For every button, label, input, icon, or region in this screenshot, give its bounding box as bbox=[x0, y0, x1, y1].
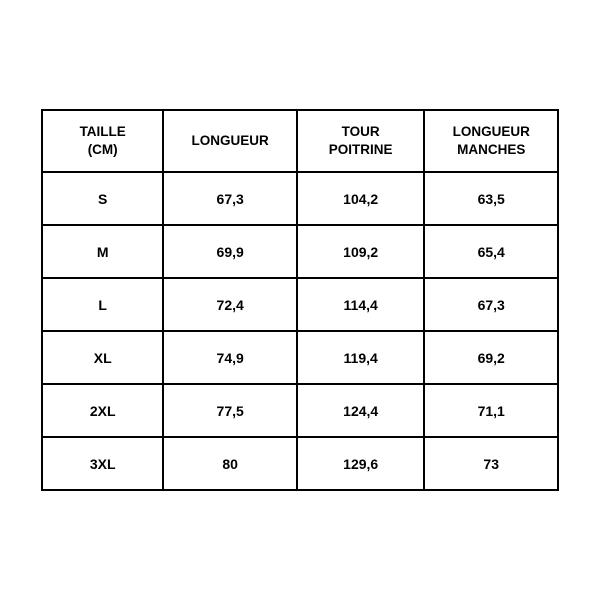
cell-sleeves: 63,5 bbox=[424, 172, 558, 225]
table-row: 2XL 77,5 124,4 71,1 bbox=[42, 384, 558, 437]
column-header-sleeves: LONGUEUR MANCHES bbox=[424, 110, 558, 172]
cell-size: S bbox=[42, 172, 163, 225]
column-header-chest: TOUR POITRINE bbox=[297, 110, 424, 172]
header-label: LONGUEUR bbox=[453, 124, 530, 139]
cell-size: 3XL bbox=[42, 437, 163, 490]
cell-chest: 119,4 bbox=[297, 331, 424, 384]
table-row: XL 74,9 119,4 69,2 bbox=[42, 331, 558, 384]
cell-length: 74,9 bbox=[163, 331, 297, 384]
cell-chest: 109,2 bbox=[297, 225, 424, 278]
cell-length: 72,4 bbox=[163, 278, 297, 331]
cell-chest: 104,2 bbox=[297, 172, 424, 225]
cell-size: L bbox=[42, 278, 163, 331]
column-header-length: LONGUEUR bbox=[163, 110, 297, 172]
cell-length: 77,5 bbox=[163, 384, 297, 437]
header-label: POITRINE bbox=[329, 142, 393, 157]
table-row: L 72,4 114,4 67,3 bbox=[42, 278, 558, 331]
cell-chest: 114,4 bbox=[297, 278, 424, 331]
cell-sleeves: 71,1 bbox=[424, 384, 558, 437]
table-row: 3XL 80 129,6 73 bbox=[42, 437, 558, 490]
cell-sleeves: 65,4 bbox=[424, 225, 558, 278]
header-label: LONGUEUR bbox=[192, 133, 269, 148]
cell-length: 69,9 bbox=[163, 225, 297, 278]
cell-size: XL bbox=[42, 331, 163, 384]
column-header-size: TAILLE (CM) bbox=[42, 110, 163, 172]
cell-size: M bbox=[42, 225, 163, 278]
header-label: TAILLE bbox=[80, 124, 126, 139]
cell-size: 2XL bbox=[42, 384, 163, 437]
table-row: S 67,3 104,2 63,5 bbox=[42, 172, 558, 225]
cell-chest: 129,6 bbox=[297, 437, 424, 490]
cell-sleeves: 73 bbox=[424, 437, 558, 490]
cell-chest: 124,4 bbox=[297, 384, 424, 437]
cell-length: 67,3 bbox=[163, 172, 297, 225]
cell-sleeves: 67,3 bbox=[424, 278, 558, 331]
cell-length: 80 bbox=[163, 437, 297, 490]
table-row: M 69,9 109,2 65,4 bbox=[42, 225, 558, 278]
size-chart-container: TAILLE (CM) LONGUEUR TOUR POITRINE LONGU… bbox=[41, 109, 559, 491]
size-chart-table: TAILLE (CM) LONGUEUR TOUR POITRINE LONGU… bbox=[41, 109, 559, 491]
header-label: MANCHES bbox=[457, 142, 525, 157]
header-label: (CM) bbox=[88, 142, 118, 157]
cell-sleeves: 69,2 bbox=[424, 331, 558, 384]
header-label: TOUR bbox=[342, 124, 380, 139]
table-header-row: TAILLE (CM) LONGUEUR TOUR POITRINE LONGU… bbox=[42, 110, 558, 172]
